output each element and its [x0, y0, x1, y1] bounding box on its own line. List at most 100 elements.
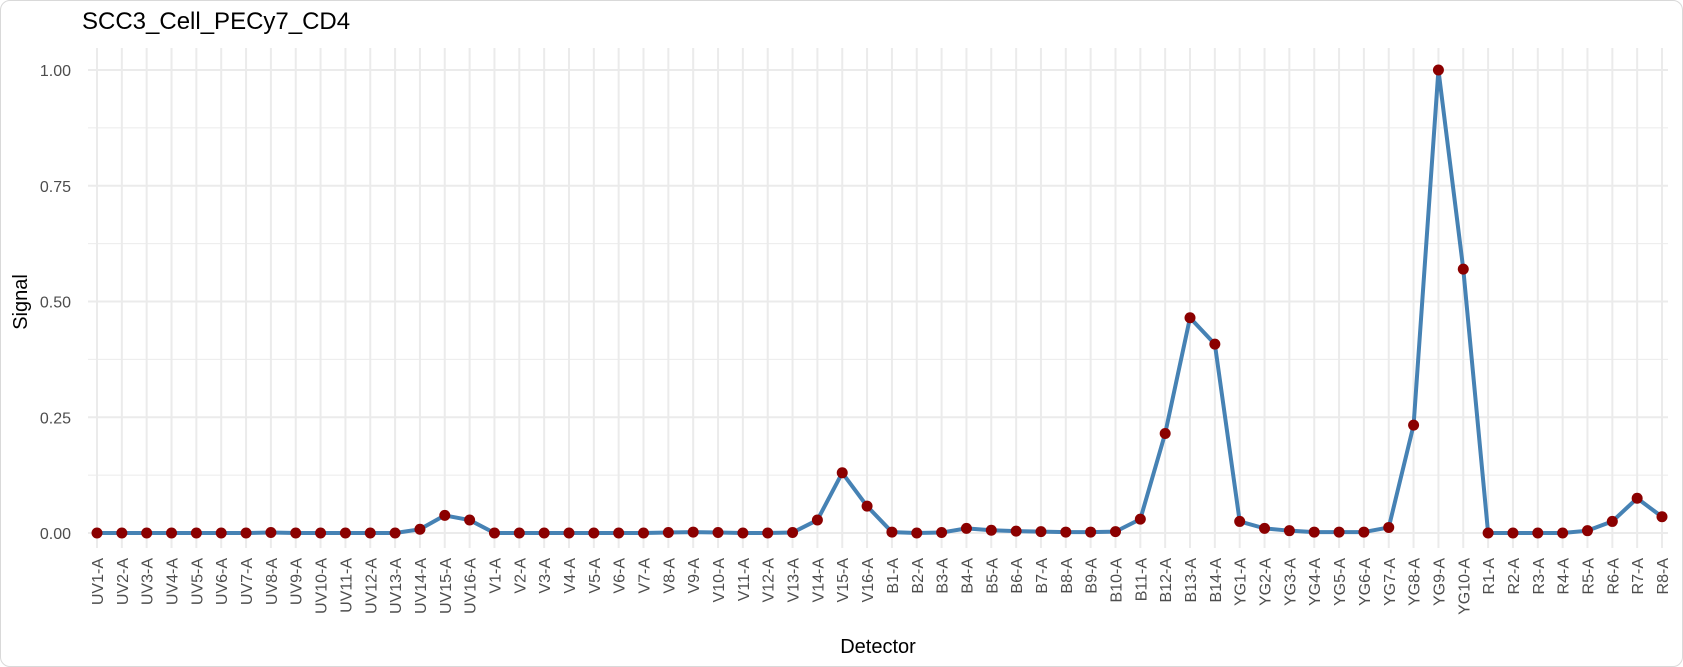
data-point: [613, 527, 625, 539]
data-point: [936, 527, 948, 539]
x-tick-label: V12-A: [761, 558, 778, 603]
data-point: [861, 500, 873, 512]
x-tick-label: YG1-A: [1233, 558, 1250, 606]
x-tick-label: UV1-A: [90, 558, 107, 605]
x-tick-label: UV7-A: [239, 558, 256, 605]
x-axis-ticks: UV1-A UV2-A UV3-A UV4-A UV5-A UV6-A UV7-A UV8-A…: [90, 558, 1672, 615]
data-point: [588, 527, 600, 539]
data-point: [687, 526, 699, 538]
data-point: [1234, 515, 1246, 527]
data-point: [762, 527, 774, 539]
x-tick-label: UV12-A: [363, 558, 380, 614]
data-point: [1159, 427, 1171, 439]
data-point: [290, 527, 302, 539]
data-point: [488, 527, 500, 539]
data-point: [464, 514, 476, 526]
data-point: [1259, 522, 1271, 534]
x-tick-label: YG10-A: [1456, 558, 1473, 615]
x-tick-label: R1-A: [1481, 558, 1498, 595]
chart-title: SCC3_Cell_PECy7_CD4: [82, 8, 350, 35]
x-tick-label: V9-A: [686, 558, 703, 594]
x-tick-label: UV16-A: [463, 558, 480, 614]
data-point: [1333, 526, 1345, 538]
series-line: [97, 68, 1664, 535]
data-point: [1060, 526, 1072, 538]
x-tick-label: R5-A: [1580, 558, 1597, 595]
x-tick-label: R8-A: [1655, 558, 1672, 595]
data-point: [190, 527, 202, 539]
x-tick-label: YG8-A: [1407, 558, 1424, 606]
x-tick-label: YG2-A: [1258, 558, 1275, 606]
data-point: [886, 526, 898, 538]
x-axis-title: Detector: [840, 636, 916, 658]
data-point: [166, 527, 178, 539]
data-point: [240, 527, 252, 539]
data-point: [836, 467, 848, 479]
data-point: [1184, 312, 1196, 324]
data-point: [563, 527, 575, 539]
x-tick-label: R7-A: [1630, 558, 1647, 595]
x-tick-label: V10-A: [711, 558, 728, 603]
x-tick-label: B7-A: [1034, 558, 1051, 594]
data-point: [737, 527, 749, 539]
y-axis-ticks: 0.00 0.25 0.50 0.75 1.00: [40, 63, 71, 543]
y-tick-label: 0.75: [40, 179, 71, 196]
x-tick-label: UV2-A: [115, 558, 132, 605]
data-point: [1631, 492, 1643, 504]
x-tick-label: YG3-A: [1282, 558, 1299, 606]
x-tick-label: V5-A: [587, 558, 604, 594]
data-point: [1408, 419, 1420, 431]
x-tick-label: V8-A: [661, 558, 678, 594]
x-tick-label: B10-A: [1108, 558, 1125, 603]
data-point: [414, 523, 426, 535]
data-point: [513, 527, 525, 539]
data-point: [1507, 527, 1519, 539]
data-point: [1383, 521, 1395, 533]
data-point: [1209, 338, 1221, 350]
x-tick-label: B11-A: [1133, 558, 1150, 602]
x-tick-label: B14-A: [1208, 558, 1225, 603]
y-tick-label: 0.00: [40, 526, 71, 543]
y-tick-label: 1.00: [40, 63, 71, 80]
x-tick-label: B12-A: [1158, 558, 1175, 603]
x-tick-label: V4-A: [562, 558, 579, 594]
data-point: [1308, 526, 1320, 538]
x-tick-label: UV11-A: [338, 558, 355, 613]
x-tick-label: UV4-A: [165, 558, 182, 605]
data-point: [811, 514, 823, 526]
x-tick-label: B5-A: [984, 558, 1001, 594]
data-point: [1432, 64, 1444, 76]
grid: [88, 48, 1668, 548]
data-point: [339, 527, 351, 539]
data-point: [1085, 526, 1097, 538]
x-tick-label: B2-A: [910, 558, 927, 594]
x-tick-label: YG6-A: [1357, 558, 1374, 606]
data-point: [265, 527, 277, 539]
series-points: [91, 64, 1668, 539]
x-tick-label: V16-A: [860, 558, 877, 603]
data-point: [1457, 263, 1469, 275]
data-point: [1581, 525, 1593, 537]
x-tick-label: B1-A: [885, 558, 902, 594]
data-point: [1035, 526, 1047, 538]
x-tick-label: R4-A: [1556, 558, 1573, 595]
x-tick-label: UV9-A: [289, 558, 306, 605]
x-tick-label: YG4-A: [1307, 558, 1324, 606]
data-point: [538, 527, 550, 539]
data-point: [439, 509, 451, 521]
x-tick-label: UV5-A: [189, 558, 206, 605]
data-point: [91, 527, 103, 539]
data-point: [1656, 511, 1668, 523]
data-point: [1482, 527, 1494, 539]
data-point: [960, 522, 972, 534]
x-tick-label: B6-A: [1009, 558, 1026, 594]
data-point: [389, 527, 401, 539]
x-tick-label: B4-A: [959, 558, 976, 594]
data-point: [215, 527, 227, 539]
x-tick-label: B3-A: [935, 558, 952, 594]
data-point: [1283, 525, 1295, 537]
x-tick-label: V15-A: [835, 558, 852, 603]
series: [97, 68, 1664, 535]
x-tick-label: R2-A: [1506, 558, 1523, 595]
